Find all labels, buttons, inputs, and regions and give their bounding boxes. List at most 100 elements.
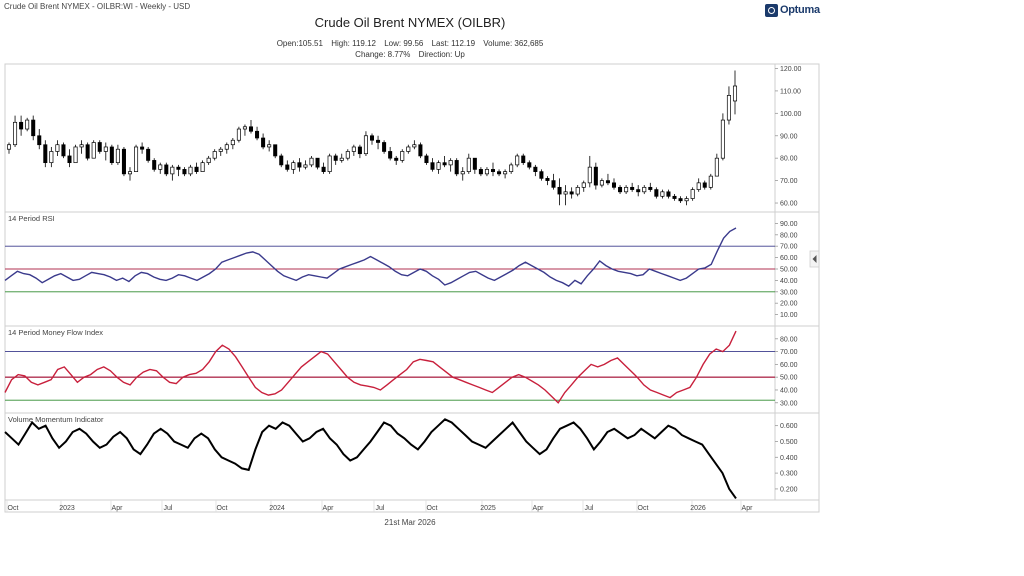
- candle-body: [327, 155, 332, 172]
- y-tick-label: 90.00: [780, 133, 798, 140]
- candle-body: [527, 162, 532, 168]
- y-tick-label: 50.00: [780, 267, 798, 274]
- y-tick-label: 90.00: [780, 221, 798, 228]
- change-info: Change: 8.77% Direction: Up: [0, 50, 820, 59]
- chart-frame: [4, 63, 820, 513]
- candle-body: [593, 166, 598, 186]
- candle-body: [236, 128, 241, 141]
- candle-body: [79, 144, 84, 148]
- y-tick-label: 40.00: [780, 387, 798, 394]
- y-tick-label: 80.00: [780, 336, 798, 343]
- candle-body: [521, 155, 526, 164]
- candle-body: [575, 186, 580, 195]
- candle-body: [732, 85, 738, 102]
- high-value: High: 119.12: [331, 39, 376, 48]
- optuma-logo: Optuma: [765, 2, 820, 18]
- candle-body: [382, 142, 387, 152]
- candle-body: [696, 182, 701, 190]
- candle-body: [611, 182, 617, 188]
- candle-body: [636, 189, 641, 193]
- candle-body: [369, 135, 375, 141]
- candle-body: [115, 148, 120, 164]
- candle-body: [224, 144, 229, 150]
- candle-body: [321, 166, 326, 172]
- candle-body: [261, 137, 266, 148]
- candle-body: [666, 191, 671, 197]
- candle-body: [273, 144, 278, 157]
- candle-body: [599, 180, 604, 186]
- candle-body: [55, 144, 60, 152]
- x-tick-label: Apr: [742, 505, 754, 512]
- candle-body: [218, 148, 223, 152]
- candle-body: [31, 119, 36, 137]
- optuma-logo-icon: [765, 3, 778, 17]
- candle-body: [97, 142, 102, 152]
- candle-body: [388, 151, 393, 159]
- candle-body: [315, 157, 320, 168]
- x-tick-label: Oct: [8, 505, 19, 512]
- series-line: [4, 418, 737, 499]
- candle-body: [279, 155, 284, 166]
- x-tick-label: 2025: [480, 505, 496, 512]
- direction-value: Direction: Up: [418, 50, 465, 59]
- candle-body: [436, 162, 441, 170]
- candle-body: [515, 155, 520, 166]
- candle-body: [25, 119, 30, 130]
- candle-body: [43, 144, 48, 164]
- candle-body: [309, 157, 314, 166]
- candle-body: [285, 164, 290, 170]
- candle-body: [678, 198, 683, 202]
- candle-body: [230, 139, 235, 146]
- panel-title: 14 Period Money Flow Index: [8, 328, 103, 337]
- candle-body: [109, 146, 114, 164]
- candle-body: [551, 180, 556, 188]
- candle-body: [394, 157, 399, 161]
- candle-body: [303, 164, 308, 168]
- change-value: Change: 8.77%: [355, 50, 411, 59]
- candle-body: [406, 146, 411, 152]
- candle-body: [624, 186, 629, 193]
- candle-body: [146, 148, 151, 161]
- candle-body: [127, 171, 133, 175]
- panel-title: Volume Momentum Indicator: [8, 415, 104, 424]
- candle-body: [67, 155, 72, 164]
- candle-body: [442, 162, 447, 166]
- candle-body: [418, 144, 423, 157]
- x-tick-label: 2026: [690, 505, 706, 512]
- candle-body: [357, 146, 362, 155]
- candle-body: [242, 126, 247, 130]
- optuma-logo-text: Optuma: [780, 4, 820, 16]
- chart-source-label: Crude Oil Brent NYMEX - OILBR:WI - Weekl…: [4, 2, 191, 11]
- candle-body: [672, 195, 677, 199]
- y-tick-label: 70.00: [780, 178, 798, 185]
- x-tick-label: Jul: [376, 505, 385, 512]
- candle-body: [49, 151, 54, 164]
- candle-body: [121, 148, 126, 175]
- y-tick-label: 0.500: [780, 439, 798, 446]
- candle-body: [267, 144, 272, 148]
- volume-value: Volume: 362,685: [483, 39, 544, 48]
- candle-body: [684, 198, 689, 202]
- candle-body: [19, 121, 24, 130]
- candle-body: [6, 144, 12, 150]
- candle-body: [158, 164, 163, 170]
- candle-body: [291, 162, 296, 170]
- series-line: [4, 330, 737, 404]
- y-tick-label: 60.00: [780, 362, 798, 369]
- y-tick-label: 60.00: [780, 255, 798, 262]
- x-tick-label: Oct: [427, 505, 438, 512]
- y-tick-label: 40.00: [780, 278, 798, 285]
- y-tick-label: 100.00: [780, 111, 802, 118]
- x-tick-label: Apr: [323, 505, 335, 512]
- chevron-left-icon[interactable]: [812, 255, 817, 263]
- y-tick-label: 80.00: [780, 232, 798, 239]
- candle-body: [690, 189, 695, 199]
- candle-body: [605, 180, 610, 184]
- low-value: Low: 99.56: [384, 39, 424, 48]
- x-tick-label: Jul: [585, 505, 594, 512]
- candle-body: [339, 157, 344, 161]
- current-date: 21st Mar 2026: [384, 518, 436, 527]
- y-tick-label: 30.00: [780, 289, 798, 296]
- y-tick-label: 30.00: [780, 400, 798, 407]
